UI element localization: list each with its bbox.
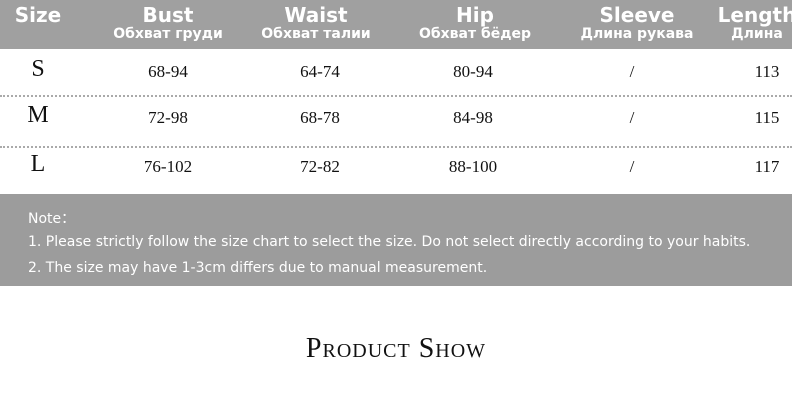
size-value: / [629,108,635,127]
note-label: Note： [28,211,76,227]
size-label: M [27,102,49,128]
size-value: 88-100 [448,157,498,176]
size-label: L [30,151,46,177]
header-bust: Bust Обхват груди [113,0,223,42]
header-en: Waist [284,3,348,27]
header-length: Length Длина [718,0,792,42]
size-value: 80-94 [453,62,493,81]
size-value: / [629,157,635,176]
size-value: 115 [754,108,780,127]
header-en: Sleeve [599,3,675,27]
size-value: 76-102 [143,157,193,176]
size-value: 64-74 [300,62,340,81]
size-value: 72-98 [148,108,188,127]
note-line: 1. Please strictly follow the size chart… [28,234,751,250]
size-value: 84-98 [453,108,493,127]
note-line: 2. The size may have 1-3cm differs due t… [28,260,488,276]
size-value: 68-78 [300,108,340,127]
size-table-header: Size Bust Обхват груди Waist Обхват талии … [0,0,792,49]
header-en: Bust [142,3,194,27]
section-title: Product Show [305,333,487,364]
size-label: S [31,56,45,82]
header-ru: Обхват талии [261,26,371,42]
row-divider [0,95,792,97]
header-waist: Waist Обхват талии [261,0,370,42]
header-ru: Длина [731,26,783,42]
header-ru: Обхват груди [113,26,223,42]
size-value: 68-94 [148,62,188,81]
header-ru: Длина рукава [580,26,694,42]
size-value: / [629,62,635,81]
size-value: 72-82 [300,157,340,176]
row-divider [0,146,792,148]
header-size: Size [15,0,61,28]
header-ru: Обхват бёдер [418,26,532,42]
header-en: Hip [456,3,494,27]
header-en: Size [14,3,62,27]
size-value: 113 [754,62,780,81]
note-box: Note： 1. Please strictly follow the size… [0,194,792,286]
header-hip: Hip Обхват бёдер [419,0,531,42]
header-sleeve: Sleeve Длина рукава [581,0,694,42]
size-value: 117 [754,157,780,176]
header-en: Length [717,3,792,27]
